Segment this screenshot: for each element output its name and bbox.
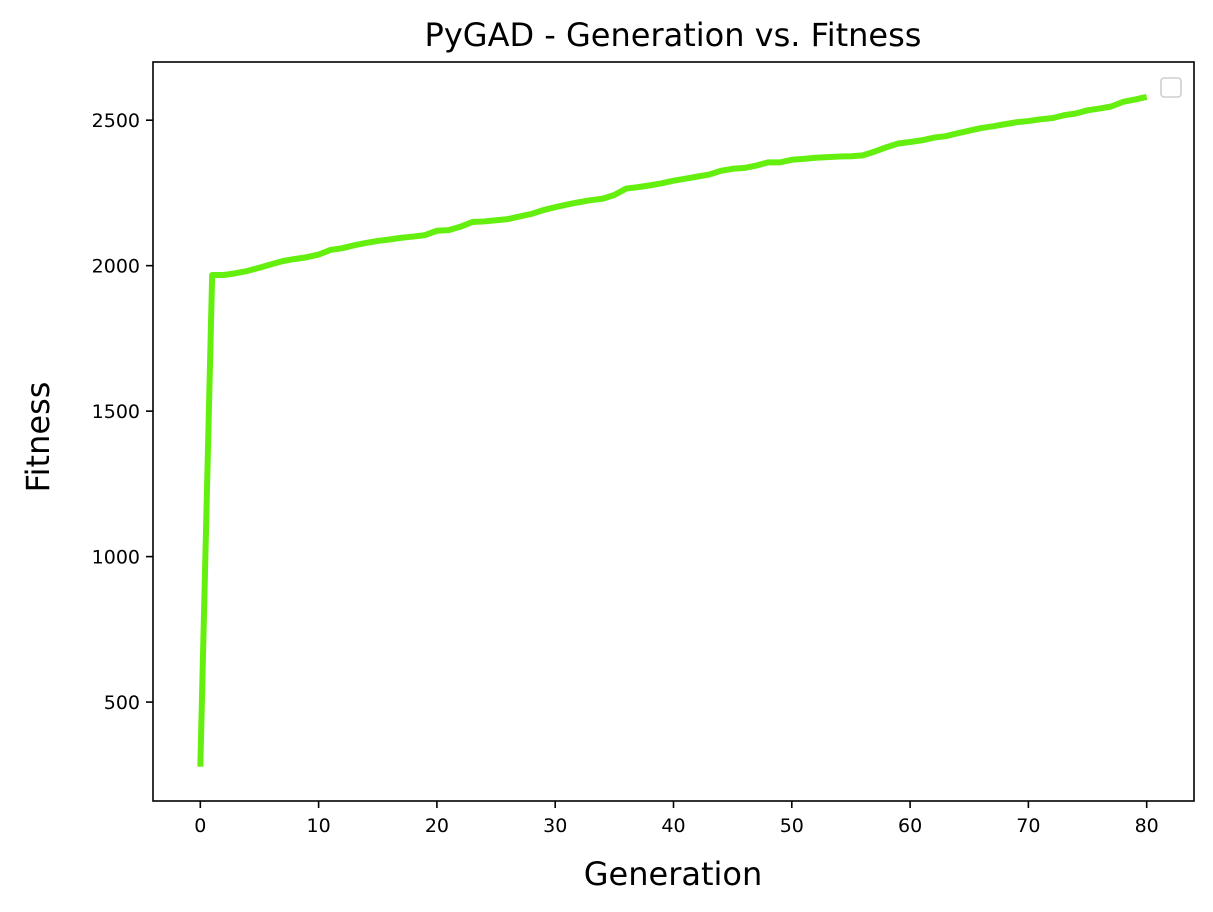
x-tick-label: 60	[898, 815, 922, 837]
x-tick-label: 80	[1135, 815, 1159, 837]
x-tick-label: 50	[780, 815, 804, 837]
y-axis-ticks: 500 1000 1500 2000 2500	[92, 110, 153, 714]
x-tick-label: 30	[543, 815, 567, 837]
y-tick-label: 1500	[92, 401, 140, 423]
plot-area	[197, 93, 1148, 767]
x-axis-label: Generation	[584, 855, 763, 893]
x-tick-label: 10	[307, 815, 331, 837]
x-tick-label: 0	[194, 815, 206, 837]
axes-frame	[152, 61, 1195, 802]
x-tick-label: 20	[425, 815, 449, 837]
x-tick-label: 70	[1016, 815, 1040, 837]
x-tick-label: 40	[661, 815, 685, 837]
y-tick-label: 1000	[92, 547, 140, 569]
x-axis-ticks: 0 10 20 30 40 50 60 70 80	[194, 801, 1159, 837]
y-tick-label: 2500	[92, 110, 140, 132]
fitness-series-line	[197, 93, 1148, 767]
y-tick-label: 500	[104, 692, 140, 714]
chart-title: PyGAD - Generation vs. Fitness	[425, 16, 922, 54]
y-axis-label: Fitness	[19, 382, 57, 493]
legend-box	[1160, 77, 1182, 98]
y-tick-label: 2000	[92, 256, 140, 278]
